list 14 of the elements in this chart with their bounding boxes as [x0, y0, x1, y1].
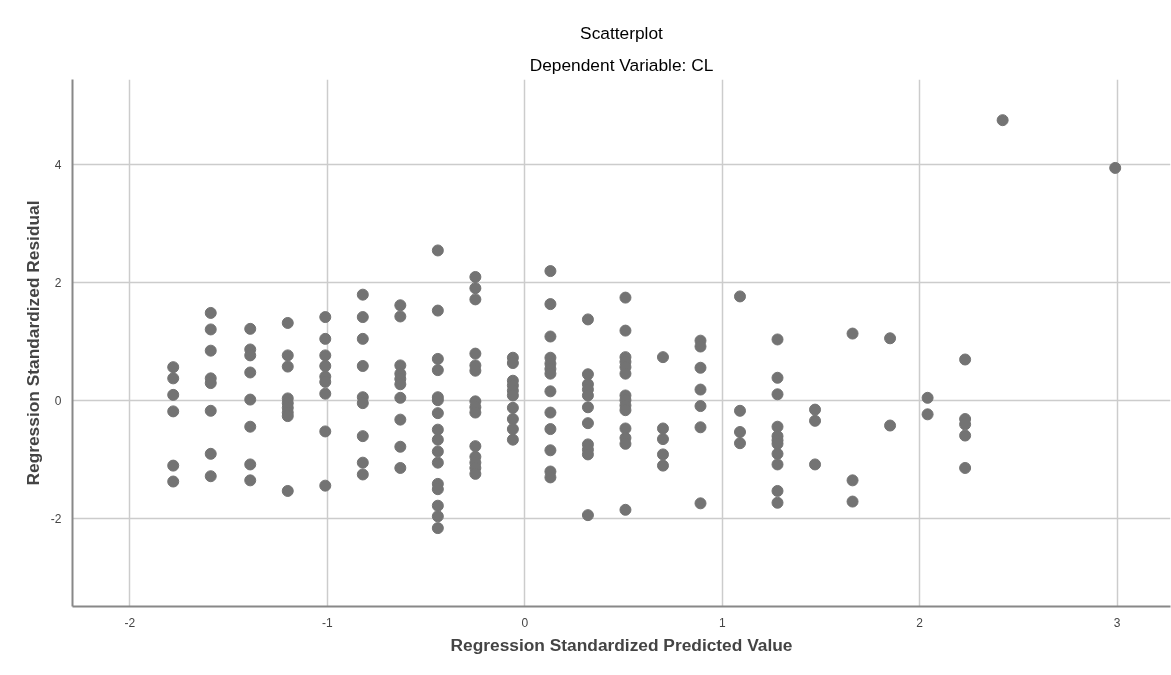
y-tick-label: 0	[54, 394, 62, 409]
x-tick-label: 3	[1113, 615, 1121, 630]
x-tick-label: 1	[718, 615, 726, 630]
y-tick-label: 4	[54, 158, 62, 173]
chart-subtitle: Dependent Variable: CL	[529, 54, 714, 75]
y-tick-label: -2	[50, 512, 62, 527]
x-tick-label: -1	[321, 615, 333, 630]
chart-title: Scatterplot	[580, 22, 664, 43]
x-axis-title: Regression Standardized Predicted Value	[450, 634, 793, 655]
y-axis-title: Regression Standardized Residual	[22, 200, 43, 486]
x-tick-label: 0	[521, 615, 529, 630]
y-tick-label: 2	[54, 276, 62, 291]
x-tick-label: 2	[916, 615, 924, 630]
x-tick-label: -2	[124, 615, 136, 630]
